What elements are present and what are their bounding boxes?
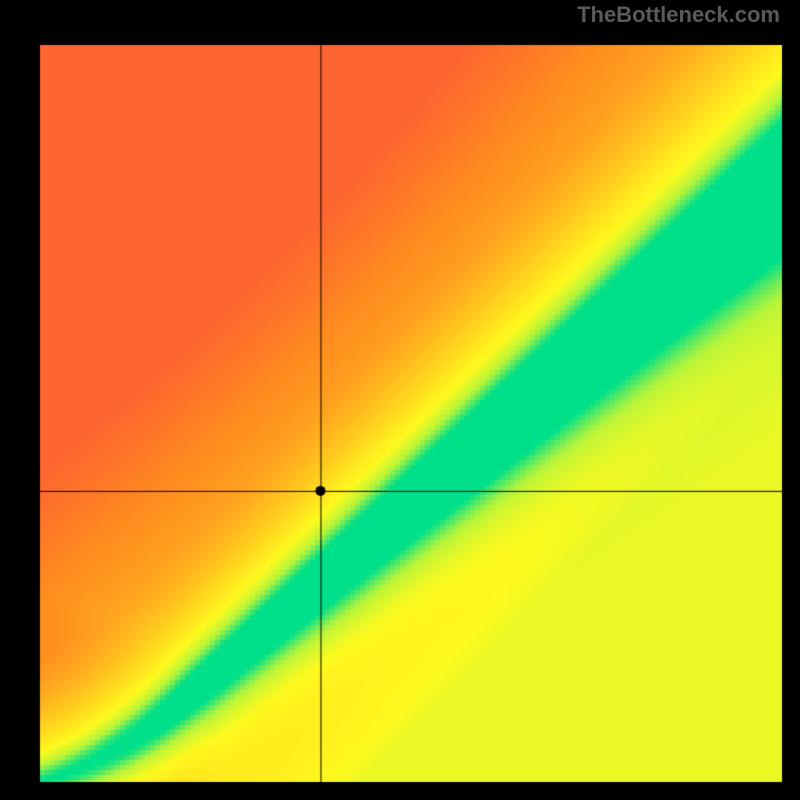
bottleneck-heatmap-canvas — [0, 0, 800, 800]
watermark-text: TheBottleneck.com — [577, 2, 780, 28]
chart-container: TheBottleneck.com — [0, 0, 800, 800]
